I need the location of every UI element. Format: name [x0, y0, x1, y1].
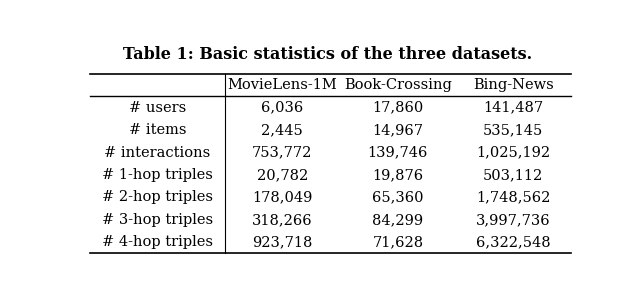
Text: Table 1: Basic statistics of the three datasets.: Table 1: Basic statistics of the three d… — [124, 46, 532, 63]
Text: 139,746: 139,746 — [367, 145, 428, 160]
Text: Book-Crossing: Book-Crossing — [344, 78, 452, 92]
Text: # interactions: # interactions — [104, 145, 211, 160]
Text: # 4-hop triples: # 4-hop triples — [102, 235, 212, 249]
Text: 1,748,562: 1,748,562 — [476, 190, 550, 204]
Text: 318,266: 318,266 — [252, 213, 313, 227]
Text: 753,772: 753,772 — [252, 145, 312, 160]
Text: MovieLens-1M: MovieLens-1M — [227, 78, 337, 92]
Text: 3,997,736: 3,997,736 — [476, 213, 550, 227]
Text: # 3-hop triples: # 3-hop triples — [102, 213, 213, 227]
Text: 6,322,548: 6,322,548 — [476, 235, 550, 249]
Text: 2,445: 2,445 — [262, 123, 303, 137]
Text: # items: # items — [129, 123, 186, 137]
Text: 84,299: 84,299 — [372, 213, 424, 227]
Text: # 1-hop triples: # 1-hop triples — [102, 168, 212, 182]
Text: 503,112: 503,112 — [483, 168, 543, 182]
Text: 535,145: 535,145 — [483, 123, 543, 137]
Text: 6,036: 6,036 — [261, 101, 303, 115]
Text: 178,049: 178,049 — [252, 190, 312, 204]
Text: 65,360: 65,360 — [372, 190, 424, 204]
Text: 19,876: 19,876 — [372, 168, 424, 182]
Text: # users: # users — [129, 101, 186, 115]
Text: 71,628: 71,628 — [372, 235, 424, 249]
Text: 17,860: 17,860 — [372, 101, 424, 115]
Text: 14,967: 14,967 — [372, 123, 423, 137]
Text: 141,487: 141,487 — [483, 101, 543, 115]
Text: # 2-hop triples: # 2-hop triples — [102, 190, 212, 204]
Text: Bing-News: Bing-News — [473, 78, 554, 92]
Text: 923,718: 923,718 — [252, 235, 312, 249]
Text: 1,025,192: 1,025,192 — [476, 145, 550, 160]
Text: 20,782: 20,782 — [257, 168, 308, 182]
